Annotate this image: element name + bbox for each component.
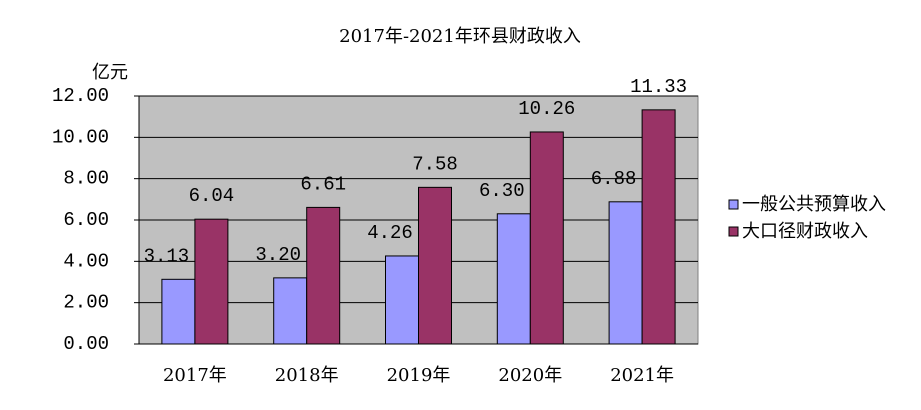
legend-swatch bbox=[728, 199, 739, 210]
chart-title: 2017年-2021年环县财政收入 bbox=[339, 26, 581, 47]
data-label: 10.26 bbox=[518, 98, 575, 120]
bar bbox=[306, 206, 341, 345]
data-label: 3.20 bbox=[255, 244, 301, 266]
data-label: 6.04 bbox=[189, 185, 235, 207]
bar bbox=[641, 109, 676, 345]
x-tick-label: 2020年 bbox=[498, 365, 562, 386]
bar bbox=[194, 218, 229, 345]
data-label: 7.58 bbox=[412, 153, 458, 175]
y-tick-label: 6.00 bbox=[63, 209, 109, 231]
bar bbox=[273, 277, 308, 345]
y-tick-label: 0.00 bbox=[63, 333, 109, 355]
legend-label: 一般公共预算收入 bbox=[742, 194, 886, 215]
y-tick-label: 12.00 bbox=[52, 85, 109, 107]
data-label: 11.33 bbox=[630, 76, 687, 98]
bar bbox=[529, 131, 564, 345]
bar bbox=[418, 186, 452, 345]
data-label: 4.26 bbox=[367, 222, 413, 244]
y-tick-label: 10.00 bbox=[52, 126, 109, 148]
y-tick-label: 2.00 bbox=[63, 292, 109, 314]
bar bbox=[161, 278, 196, 345]
data-label: 6.61 bbox=[300, 173, 346, 195]
y-tick-label: 8.00 bbox=[63, 168, 109, 190]
legend-swatch bbox=[728, 226, 739, 237]
bar bbox=[608, 201, 643, 345]
data-label: 6.30 bbox=[479, 180, 525, 202]
y-axis-label: 亿元 bbox=[92, 62, 128, 83]
data-label: 6.88 bbox=[591, 168, 637, 190]
x-tick-label: 2018年 bbox=[275, 365, 339, 386]
bar bbox=[496, 213, 531, 345]
x-tick-label: 2021年 bbox=[610, 365, 674, 386]
data-label: 3.13 bbox=[144, 245, 190, 267]
x-tick-label: 2019年 bbox=[387, 365, 451, 386]
legend-label: 大口径财政收入 bbox=[742, 221, 868, 242]
x-tick-label: 2017年 bbox=[163, 365, 227, 386]
y-tick-label: 4.00 bbox=[63, 250, 109, 272]
bar bbox=[385, 255, 419, 345]
